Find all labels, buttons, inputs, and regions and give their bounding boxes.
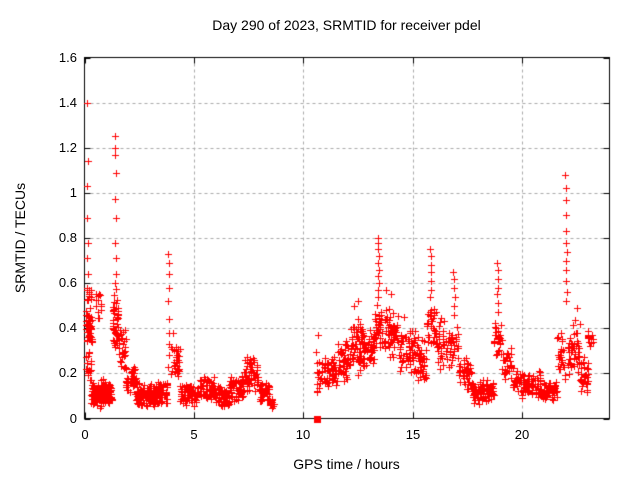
- x-tick-label: 5: [190, 427, 198, 442]
- y-tick-label: 0.2: [58, 365, 77, 380]
- y-tick-label: 0.4: [58, 320, 77, 335]
- x-tick-label: 20: [514, 427, 530, 442]
- chart-title: Day 290 of 2023, SRMTID for receiver pde…: [212, 17, 481, 33]
- x-tick-label: 0: [81, 427, 89, 442]
- x-tick-label: 10: [295, 427, 311, 442]
- y-tick-label: 1.6: [58, 50, 77, 65]
- y-tick-label: 1: [69, 185, 77, 200]
- x-tick-label: 15: [405, 427, 421, 442]
- y-tick-label: 0.8: [58, 230, 77, 245]
- y-tick-label: 1.4: [58, 95, 77, 110]
- y-tick-label: 1.2: [58, 140, 77, 155]
- y-tick-label: 0.6: [58, 275, 77, 290]
- y-tick-label: 0: [69, 411, 77, 426]
- x-axis-label: GPS time / hours: [293, 456, 400, 472]
